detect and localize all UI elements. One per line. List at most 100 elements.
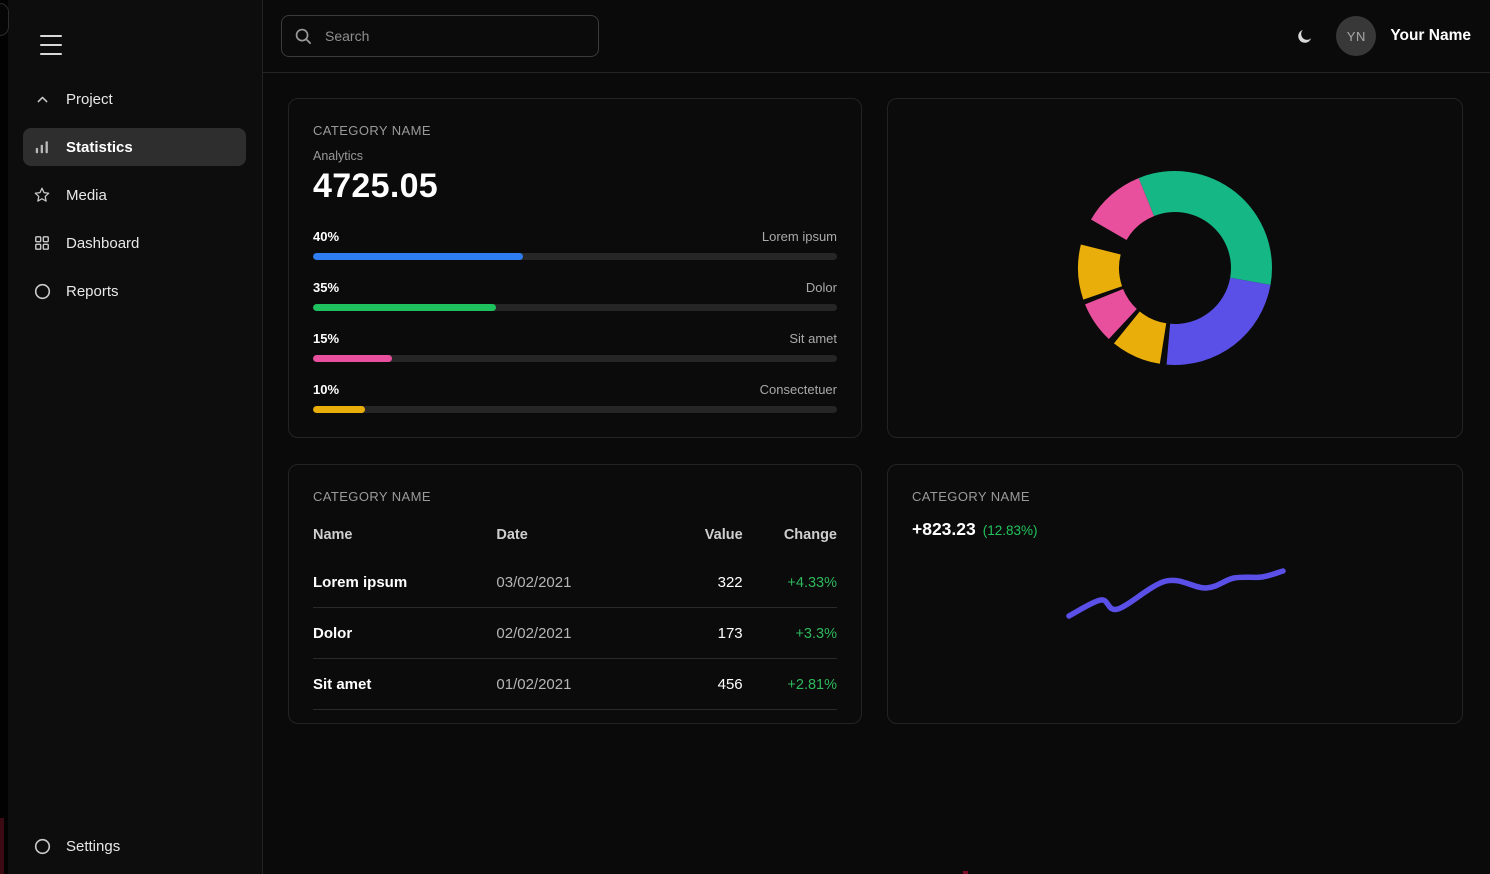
progress-row: 35% Dolor (313, 280, 837, 311)
sidebar-item-media[interactable]: Media (23, 176, 246, 214)
progress-fill (313, 304, 496, 311)
card-category-label: CATEGORY NAME (912, 489, 1438, 504)
circle-icon (33, 282, 51, 300)
progress-track (313, 304, 837, 311)
card-category-label: CATEGORY NAME (313, 123, 837, 138)
analytics-total-value: 4725.05 (313, 167, 837, 206)
progress-label: Sit amet (789, 331, 837, 346)
table-row: Dolor02/02/2021173+3.3% (313, 608, 837, 659)
trend-card: CATEGORY NAME +823.23 (12.83%) (887, 464, 1463, 724)
donut-segment (1078, 245, 1122, 300)
table-card: CATEGORY NAME Name Date Value Change Lor… (288, 464, 862, 724)
progress-percent: 40% (313, 229, 339, 244)
table-header-row: Name Date Value Change (313, 512, 837, 557)
progress-label: Consectetuer (760, 382, 837, 397)
progress-labels: 10% Consectetuer (313, 382, 837, 397)
trend-value: +823.23 (912, 519, 976, 540)
data-table: Name Date Value Change Lorem ipsum03/02/… (313, 512, 837, 710)
sidebar-item-dashboard[interactable]: Dashboard (23, 224, 246, 262)
topbar-right: YN Your Name (1296, 0, 1471, 72)
sparkline-path (1069, 571, 1283, 616)
progress-label: Dolor (806, 280, 837, 295)
progress-bar-list: 40% Lorem ipsum 35% Dolor 15% Sit amet 10% Cons… (313, 229, 837, 413)
progress-track (313, 355, 837, 362)
table-row: Lorem ipsum03/02/2021322+4.33% (313, 557, 837, 608)
edge-artifact (0, 818, 4, 874)
donut-card (887, 98, 1463, 438)
sidebar-item-label: Statistics (66, 139, 133, 156)
cell-value: 456 (659, 659, 743, 710)
cell-change: +3.3% (743, 608, 837, 659)
sidebar-item-label: Dashboard (66, 235, 139, 252)
column-header-value: Value (659, 512, 743, 557)
moon-icon (1296, 27, 1314, 45)
edge-strip (0, 0, 8, 874)
progress-percent: 35% (313, 280, 339, 295)
cell-change: +2.81% (743, 659, 837, 710)
bar-chart-icon (33, 138, 51, 156)
search-input[interactable] (323, 27, 586, 45)
analytics-subtitle: Analytics (313, 149, 837, 163)
grid-icon (33, 234, 51, 252)
cell-value: 322 (659, 557, 743, 608)
progress-labels: 15% Sit amet (313, 331, 837, 346)
trend-percent: (12.83%) (983, 523, 1038, 538)
search-icon (294, 27, 313, 46)
progress-fill (313, 355, 392, 362)
dark-mode-toggle[interactable] (1296, 27, 1314, 45)
search-box[interactable] (281, 15, 599, 57)
sidebar-item-label: Reports (66, 283, 119, 300)
drawer-handle (0, 3, 9, 36)
star-icon (33, 186, 51, 204)
progress-row: 10% Consectetuer (313, 382, 837, 413)
column-header-date: Date (496, 512, 658, 557)
table-row: Sit amet01/02/2021456+2.81% (313, 659, 837, 710)
user-name: Your Name (1390, 27, 1471, 45)
progress-row: 40% Lorem ipsum (313, 229, 837, 260)
cell-name: Lorem ipsum (313, 557, 496, 608)
analytics-card: CATEGORY NAME Analytics 4725.05 40% Lorem… (288, 98, 862, 438)
sidebar-item-reports[interactable]: Reports (23, 272, 246, 310)
hamburger-icon (40, 35, 62, 37)
progress-labels: 35% Dolor (313, 280, 837, 295)
progress-track (313, 406, 837, 413)
progress-fill (313, 253, 523, 260)
topbar: YN Your Name (263, 0, 1490, 73)
progress-percent: 15% (313, 331, 339, 346)
avatar-initials: YN (1347, 29, 1366, 44)
menu-toggle-button[interactable] (39, 33, 63, 57)
sidebar-item-label: Settings (66, 838, 120, 855)
sidebar: Project Statistics Media Dashboard Repor (0, 0, 263, 874)
circle-icon (33, 837, 51, 855)
donut-segment (1139, 171, 1272, 285)
cell-date: 02/02/2021 (496, 608, 658, 659)
progress-fill (313, 406, 365, 413)
trend-summary: +823.23 (12.83%) (912, 519, 1438, 540)
main-content: CATEGORY NAME Analytics 4725.05 40% Lorem… (263, 73, 1490, 874)
avatar[interactable]: YN (1336, 16, 1376, 56)
progress-row: 15% Sit amet (313, 331, 837, 362)
cell-date: 03/02/2021 (496, 557, 658, 608)
progress-track (313, 253, 837, 260)
card-category-label: CATEGORY NAME (313, 489, 837, 504)
progress-labels: 40% Lorem ipsum (313, 229, 837, 244)
cell-name: Dolor (313, 608, 496, 659)
column-header-change: Change (743, 512, 837, 557)
sidebar-nav: Project Statistics Media Dashboard Repor (23, 80, 246, 320)
donut-chart (1075, 168, 1275, 368)
progress-percent: 10% (313, 382, 339, 397)
sidebar-item-settings[interactable]: Settings (23, 827, 246, 865)
sidebar-group-project[interactable]: Project (23, 80, 246, 118)
progress-label: Lorem ipsum (762, 229, 837, 244)
column-header-name: Name (313, 512, 496, 557)
cell-change: +4.33% (743, 557, 837, 608)
sparkline-chart (1048, 550, 1308, 660)
cell-value: 173 (659, 608, 743, 659)
sidebar-item-label: Media (66, 187, 107, 204)
sidebar-item-statistics[interactable]: Statistics (23, 128, 246, 166)
sidebar-group-label: Project (66, 91, 113, 108)
cell-date: 01/02/2021 (496, 659, 658, 710)
cell-name: Sit amet (313, 659, 496, 710)
donut-segment (1167, 278, 1271, 365)
chevron-up-icon (33, 90, 51, 108)
